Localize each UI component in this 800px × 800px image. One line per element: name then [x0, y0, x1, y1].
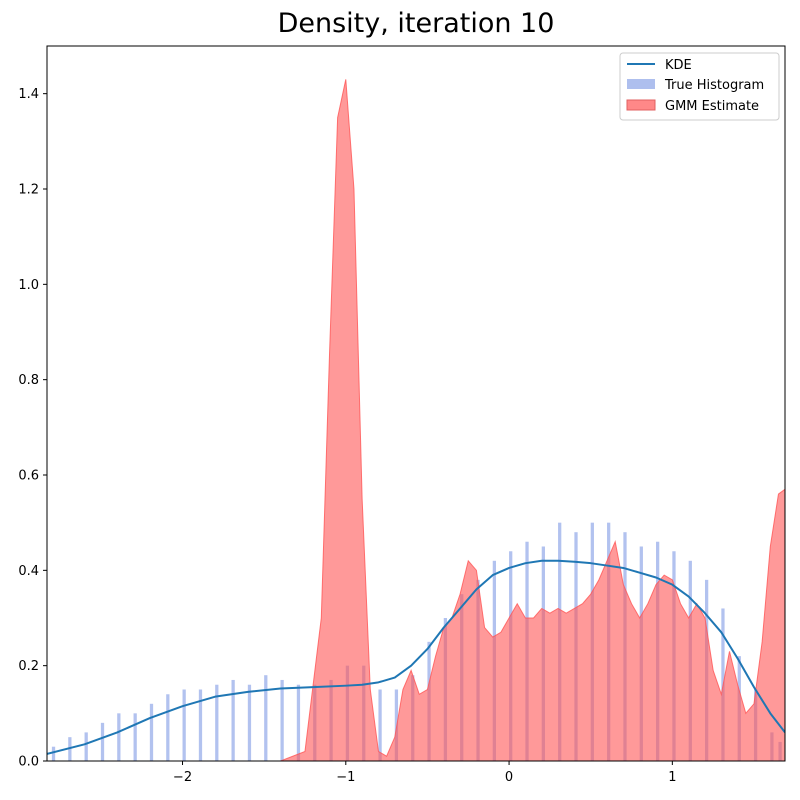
histogram-bar	[149, 703, 154, 761]
legend: KDE True Histogram GMM Estimate	[619, 52, 780, 121]
y-tick-label: 0.4	[18, 564, 39, 579]
histogram-bar	[378, 689, 382, 761]
x-tick-label: 0	[505, 770, 513, 785]
y-tick-label: 1.4	[18, 87, 39, 102]
histogram-bar	[84, 732, 88, 761]
axes-frame	[46, 45, 786, 762]
histogram-bar	[100, 722, 105, 761]
x-tick-label: 1	[668, 770, 676, 785]
plot-area	[47, 79, 785, 761]
y-tick-label: 1.2	[18, 183, 39, 198]
histogram-bar	[264, 675, 268, 761]
legend-swatch-gmm	[626, 99, 656, 111]
x-tick-label: −2	[173, 770, 192, 785]
histogram-bar	[68, 737, 72, 761]
x-axis: −2 −1 0 1	[173, 761, 676, 785]
gmm-area	[47, 79, 785, 761]
histogram-bar	[198, 689, 203, 761]
histogram-bar	[280, 679, 284, 761]
y-tick-label: 0.2	[18, 659, 39, 674]
histogram-bar	[231, 679, 235, 761]
histogram-bar	[247, 684, 252, 761]
histogram-bar	[166, 694, 170, 761]
legend-swatch-histogram	[627, 79, 655, 89]
histogram-bar	[182, 689, 186, 761]
y-axis: 0.0 0.2 0.4 0.6 0.8 1.0 1.2 1.4	[18, 87, 47, 770]
x-tick-label: −1	[336, 770, 355, 785]
y-tick-label: 0.8	[18, 373, 39, 388]
y-tick-label: 0.6	[18, 469, 39, 484]
legend-label-gmm: GMM Estimate	[665, 99, 759, 114]
y-tick-label: 1.0	[18, 278, 39, 293]
legend-label-kde: KDE	[665, 58, 692, 73]
legend-label-histogram: True Histogram	[664, 78, 764, 93]
histogram-bar	[133, 713, 137, 761]
kde-line	[47, 559, 785, 755]
histogram-bar	[296, 684, 301, 761]
histogram-bar	[51, 746, 56, 761]
histogram-bar	[215, 684, 219, 761]
kde-line-group	[47, 559, 785, 755]
y-tick-label: 0.0	[18, 755, 39, 770]
histogram-bar	[117, 713, 121, 761]
gmm-estimate-area	[47, 79, 785, 761]
legend-box	[619, 52, 780, 121]
chart-title: Density, iteration 10	[277, 8, 555, 39]
